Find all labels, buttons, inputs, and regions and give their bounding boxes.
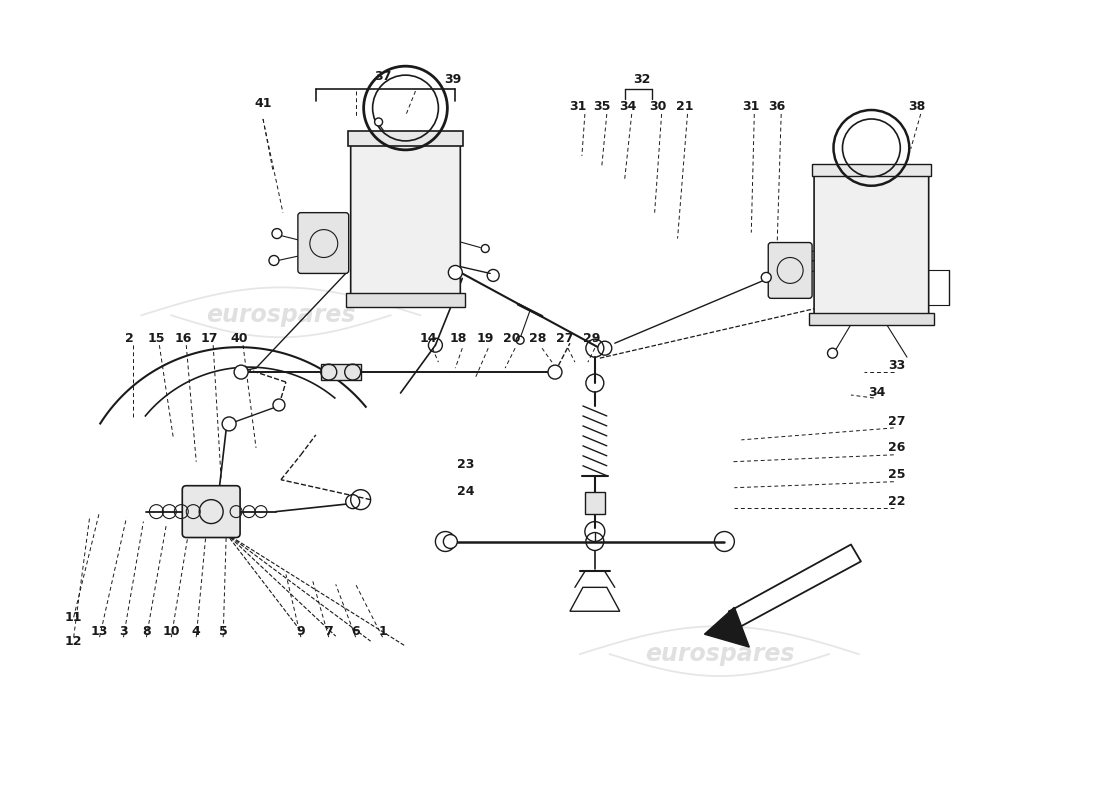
- FancyBboxPatch shape: [298, 213, 349, 274]
- Text: 18: 18: [450, 332, 468, 345]
- Bar: [321, 364, 361, 380]
- FancyBboxPatch shape: [768, 242, 812, 298]
- Text: 5: 5: [219, 625, 228, 638]
- Bar: [810, 314, 934, 326]
- Circle shape: [273, 399, 285, 411]
- Text: 7: 7: [324, 625, 333, 638]
- Text: 22: 22: [888, 495, 905, 508]
- Text: 4: 4: [191, 625, 200, 638]
- Text: 35: 35: [593, 99, 611, 113]
- Text: 19: 19: [476, 332, 494, 345]
- Text: 38: 38: [909, 99, 925, 113]
- Circle shape: [548, 365, 562, 379]
- Text: 12: 12: [65, 634, 82, 648]
- Text: 28: 28: [529, 332, 547, 345]
- Polygon shape: [704, 607, 749, 647]
- Text: 17: 17: [200, 332, 218, 345]
- Circle shape: [449, 266, 462, 279]
- Text: 31: 31: [569, 99, 586, 113]
- Text: 27: 27: [888, 415, 905, 429]
- Text: 21: 21: [675, 99, 693, 113]
- FancyBboxPatch shape: [183, 486, 240, 538]
- Text: 34: 34: [619, 99, 637, 113]
- Text: 32: 32: [632, 73, 650, 86]
- Circle shape: [516, 336, 524, 344]
- Text: 15: 15: [147, 332, 165, 345]
- FancyBboxPatch shape: [814, 170, 928, 320]
- Text: 30: 30: [649, 99, 667, 113]
- Text: 40: 40: [230, 332, 248, 345]
- Text: 27: 27: [557, 332, 574, 345]
- Text: 36: 36: [769, 99, 785, 113]
- Circle shape: [375, 118, 383, 126]
- Text: 34: 34: [868, 386, 886, 398]
- Text: 3: 3: [119, 625, 128, 638]
- Text: eurospares: eurospares: [645, 642, 794, 666]
- Polygon shape: [570, 587, 619, 611]
- Bar: [812, 164, 931, 176]
- Text: 1: 1: [378, 625, 387, 638]
- Circle shape: [827, 348, 837, 358]
- Text: 10: 10: [163, 625, 180, 638]
- Text: 2: 2: [125, 332, 134, 345]
- Text: 37: 37: [374, 70, 392, 82]
- Text: 26: 26: [888, 442, 905, 454]
- Circle shape: [272, 229, 282, 238]
- Circle shape: [481, 245, 490, 253]
- Circle shape: [234, 365, 249, 379]
- Text: 29: 29: [583, 332, 601, 345]
- Bar: [348, 131, 463, 146]
- Text: 33: 33: [888, 358, 905, 372]
- Text: 11: 11: [65, 610, 82, 624]
- Text: eurospares: eurospares: [206, 303, 355, 327]
- Circle shape: [597, 342, 612, 355]
- Text: 16: 16: [175, 332, 192, 345]
- Circle shape: [443, 534, 458, 549]
- Circle shape: [270, 255, 279, 266]
- Text: 20: 20: [504, 332, 521, 345]
- Text: 9: 9: [297, 625, 305, 638]
- Polygon shape: [729, 545, 861, 627]
- Circle shape: [761, 273, 771, 282]
- Circle shape: [222, 417, 236, 431]
- Circle shape: [345, 494, 360, 509]
- Text: 14: 14: [420, 332, 437, 345]
- Text: 6: 6: [351, 625, 360, 638]
- Bar: [345, 294, 465, 307]
- Text: 24: 24: [456, 485, 474, 498]
- Text: 25: 25: [888, 468, 905, 482]
- Text: 31: 31: [742, 99, 760, 113]
- Bar: [585, 492, 605, 514]
- Text: 8: 8: [142, 625, 151, 638]
- Text: 23: 23: [456, 458, 474, 471]
- Text: 13: 13: [91, 625, 108, 638]
- FancyBboxPatch shape: [351, 141, 460, 300]
- Text: 41: 41: [254, 97, 272, 110]
- Text: 39: 39: [443, 73, 461, 86]
